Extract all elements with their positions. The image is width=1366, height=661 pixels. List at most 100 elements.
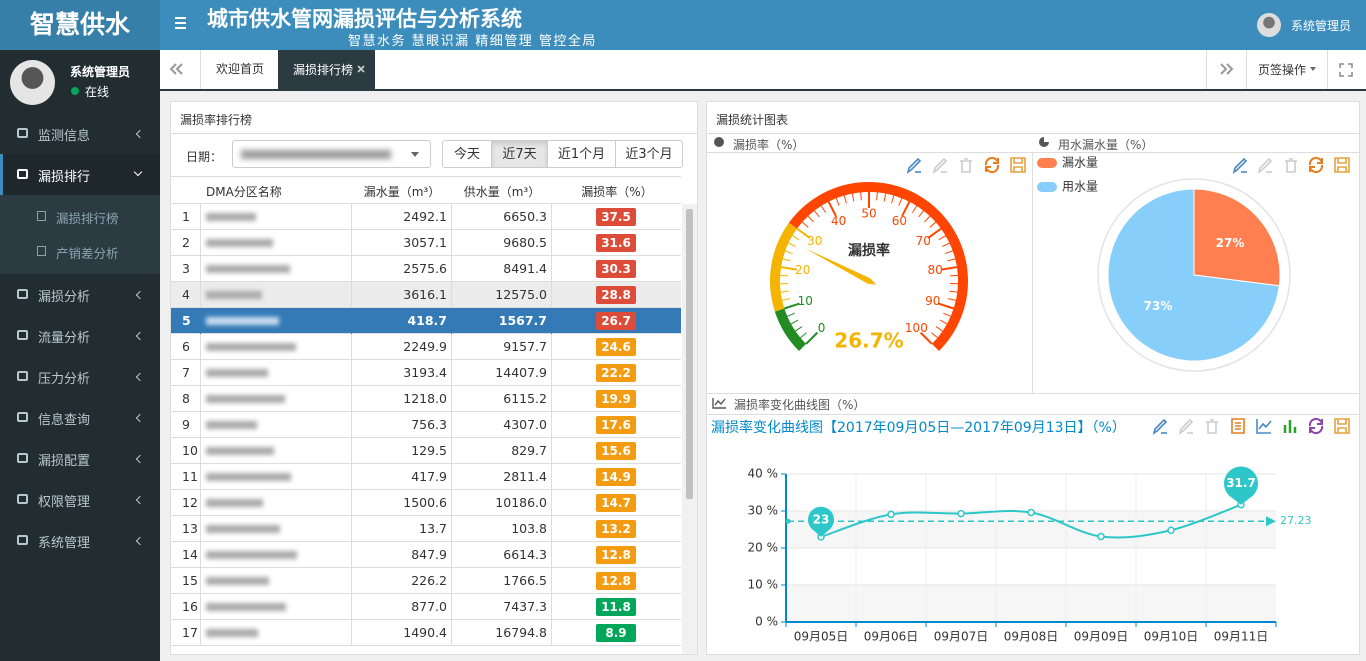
table-row[interactable]: 4 3616.1 12575.0 28.8 — [171, 282, 681, 308]
menu-item[interactable]: 信息查询 — [0, 397, 160, 438]
table-row[interactable]: 16 877.0 7437.3 11.8 — [171, 594, 681, 620]
gauge-minor-tick — [939, 319, 948, 325]
gauge-minor-tick — [942, 242, 950, 247]
tab-close[interactable] — [357, 65, 365, 73]
cell-border — [200, 308, 201, 334]
menu-item[interactable]: 监测信息 — [0, 113, 160, 154]
toolbox-icon[interactable] — [1308, 417, 1324, 435]
toolbox-icon[interactable] — [1283, 420, 1297, 433]
table-row[interactable]: 10 129.5 829.7 15.6 — [171, 438, 681, 464]
toolbox-icon[interactable] — [1206, 419, 1218, 434]
gauge-minor-tick — [792, 235, 800, 241]
gauge-split-line — [940, 266, 958, 271]
toolbox-icon[interactable] — [1232, 157, 1248, 174]
data-point[interactable] — [1027, 508, 1035, 517]
data-point[interactable] — [957, 509, 965, 518]
scrollbar-thumb[interactable] — [686, 209, 693, 499]
column-header: 漏损率（%） — [581, 185, 653, 199]
menu-item[interactable]: 权限管理 — [0, 479, 160, 520]
menu-item[interactable]: 漏损配置 — [0, 438, 160, 479]
tab-prev[interactable] — [160, 50, 200, 89]
toolbox-icon[interactable] — [1178, 418, 1194, 435]
table-row[interactable]: 1 2492.1 6650.3 37.5 — [171, 204, 681, 230]
user-name[interactable]: 系统管理员 — [1291, 19, 1352, 33]
table-row[interactable]: 11 417.9 2811.4 14.9 — [171, 464, 681, 490]
menu-icon — [17, 453, 28, 463]
row-number: 1 — [182, 209, 190, 224]
date-input[interactable] — [232, 140, 431, 168]
gauge-minor-tick — [947, 298, 956, 301]
data-point[interactable] — [887, 510, 895, 519]
toolbox-icon[interactable] — [984, 156, 1000, 174]
menu-item[interactable]: 漏损排行 — [0, 154, 160, 195]
submenu-item[interactable]: 产销差分析 — [0, 234, 160, 269]
table-row[interactable]: 7 3193.4 14407.9 22.2 — [171, 360, 681, 386]
toolbox-icon[interactable] — [960, 158, 972, 173]
toolbox-icon[interactable] — [1257, 157, 1273, 174]
table-row[interactable]: 3 2575.6 8491.4 30.3 — [171, 256, 681, 282]
range-button[interactable]: 近1个月 — [547, 140, 616, 168]
table-row[interactable]: 9 756.3 4307.0 17.6 — [171, 412, 681, 438]
mark-pin-label: 23 — [813, 512, 830, 526]
dma-name-obscured — [206, 577, 269, 585]
table-row[interactable]: 12 1500.6 10186.0 14.7 — [171, 490, 681, 516]
icon-part — [1334, 157, 1350, 173]
logo[interactable]: 智慧供水 — [29, 10, 130, 39]
tab-next[interactable] — [1206, 50, 1247, 89]
toolbox-icon[interactable] — [1010, 157, 1026, 173]
leak-volume: 3193.4 — [403, 365, 447, 380]
toolbox-icon[interactable] — [1152, 418, 1168, 435]
range-button[interactable]: 今天 — [442, 140, 492, 168]
table-row[interactable]: 5 418.7 1567.7 26.7 — [171, 308, 681, 334]
fullscreen[interactable] — [1336, 60, 1356, 80]
panel-title: 漏损率排行榜 — [180, 113, 253, 127]
toolbox-icon[interactable] — [1231, 418, 1245, 434]
cell-border — [200, 490, 201, 516]
menu-item[interactable]: 系统管理 — [0, 520, 160, 561]
split-area — [786, 585, 1276, 622]
toolbox-icon[interactable] — [1334, 157, 1350, 173]
table-row[interactable]: 17 1490.4 16794.8 8.9 — [171, 620, 681, 646]
table-row[interactable]: 8 1218.0 6115.2 19.9 — [171, 386, 681, 412]
gauge-tick-label: 40 — [831, 214, 846, 228]
toolbox-icon[interactable] — [932, 157, 948, 174]
toolbox-icon[interactable] — [1256, 419, 1272, 434]
dma-name-obscured — [206, 499, 263, 507]
gauge-split-line — [827, 201, 837, 217]
menu-item[interactable]: 流量分析 — [0, 315, 160, 356]
table-row[interactable]: 6 2249.9 9157.7 24.6 — [171, 334, 681, 360]
avatar[interactable] — [1257, 13, 1281, 37]
cell-border — [451, 204, 452, 230]
cell-border — [200, 256, 201, 282]
toolbox-icon[interactable] — [1334, 418, 1350, 434]
toolbox-icon[interactable] — [1308, 156, 1324, 174]
gauge-minor-tick — [780, 274, 789, 277]
gauge-minor-tick — [945, 250, 953, 255]
data-point[interactable] — [1097, 532, 1105, 541]
cell-border — [451, 620, 452, 646]
gauge-minor-tick — [911, 205, 918, 213]
menu-item[interactable]: 压力分析 — [0, 356, 160, 397]
tab-actions[interactable]: 页签操作 — [1246, 50, 1328, 89]
table-row[interactable]: 13 13.7 103.8 13.2 — [171, 516, 681, 542]
table-row[interactable]: 2 3057.1 9680.5 31.6 — [171, 230, 681, 256]
table-row[interactable]: 15 226.2 1766.5 12.8 — [171, 568, 681, 594]
avatar — [10, 60, 55, 105]
range-button-active[interactable]: 近7天 — [491, 140, 548, 168]
supply-volume: 1766.5 — [503, 573, 547, 588]
gauge-minor-tick — [787, 312, 795, 317]
toolbox-icon[interactable] — [1285, 158, 1297, 173]
cell-border — [451, 542, 452, 568]
data-point[interactable] — [1167, 526, 1175, 534]
range-button[interactable]: 近3个月 — [615, 140, 683, 168]
tab-active[interactable]: 漏损排行榜 — [278, 50, 375, 89]
toolbox-icon[interactable] — [906, 157, 922, 174]
leak-volume: 418.7 — [407, 313, 447, 328]
table-row[interactable]: 14 847.9 6614.3 12.8 — [171, 542, 681, 568]
icon-part — [1308, 417, 1324, 435]
menu-item[interactable]: 漏损分析 — [0, 274, 160, 315]
menu-toggle[interactable] — [175, 17, 186, 19]
x-tick-label: 09月05日 — [794, 630, 849, 644]
cell-border — [351, 386, 352, 412]
submenu-item[interactable]: 漏损排行榜 — [0, 199, 160, 234]
